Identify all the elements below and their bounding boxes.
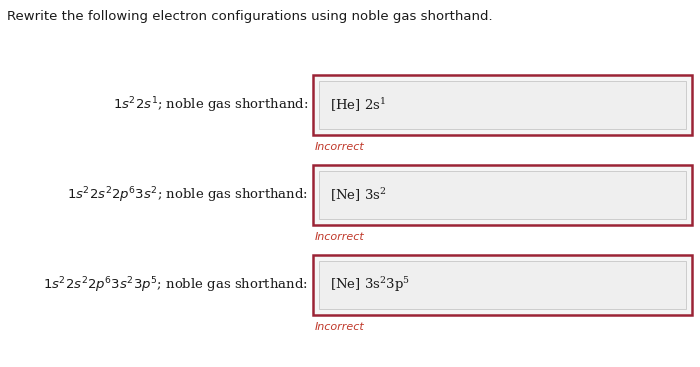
Text: $1s^{2}2s^{1}$; noble gas shorthand:: $1s^{2}2s^{1}$; noble gas shorthand: [113, 95, 308, 115]
Text: Incorrect: Incorrect [315, 232, 365, 242]
Text: $1s^{2}2s^{2}2p^{6}3s^{2}3p^{5}$; noble gas shorthand:: $1s^{2}2s^{2}2p^{6}3s^{2}3p^{5}$; noble … [43, 275, 308, 295]
Text: $1s^{2}2s^{2}2p^{6}3s^{2}$; noble gas shorthand:: $1s^{2}2s^{2}2p^{6}3s^{2}$; noble gas sh… [67, 185, 308, 205]
Text: Incorrect: Incorrect [315, 322, 365, 332]
Text: Rewrite the following electron configurations using noble gas shorthand.: Rewrite the following electron configura… [7, 10, 493, 23]
Text: $\mathdefault{[Ne]\ 3s^{2}3p^{5}}$: $\mathdefault{[Ne]\ 3s^{2}3p^{5}}$ [330, 276, 410, 294]
Text: Incorrect: Incorrect [315, 142, 365, 152]
FancyBboxPatch shape [319, 261, 686, 309]
FancyBboxPatch shape [313, 165, 692, 225]
Text: $\mathdefault{[Ne]\ 3s^{2}}$: $\mathdefault{[Ne]\ 3s^{2}}$ [330, 186, 386, 204]
FancyBboxPatch shape [319, 81, 686, 129]
FancyBboxPatch shape [313, 255, 692, 315]
Text: $\mathdefault{[He]\ 2s^{1}}$: $\mathdefault{[He]\ 2s^{1}}$ [330, 96, 386, 114]
FancyBboxPatch shape [313, 75, 692, 135]
FancyBboxPatch shape [319, 171, 686, 219]
